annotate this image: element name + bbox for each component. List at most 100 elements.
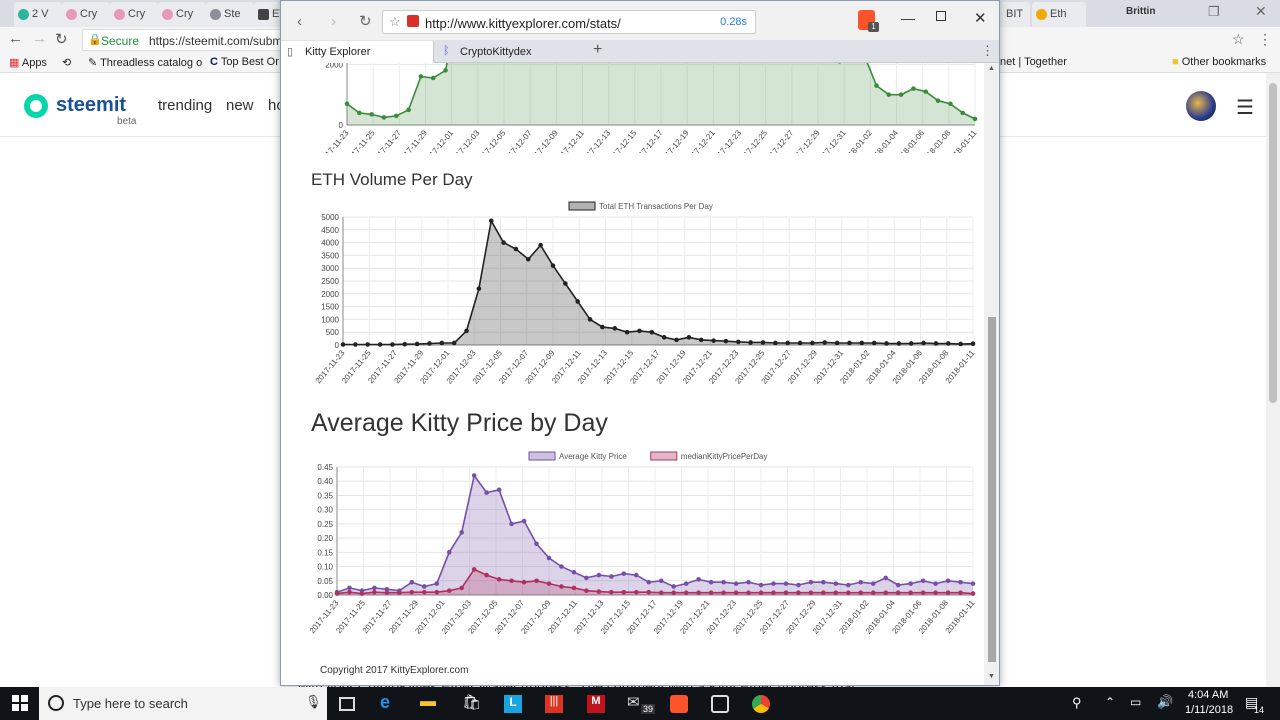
- data-point: [833, 581, 839, 586]
- data-point: [945, 590, 951, 596]
- tab-kitty-explorer[interactable]: ▯ Kitty Explorer: [281, 41, 434, 63]
- microphone-icon[interactable]: 🎙: [305, 694, 322, 709]
- restore-icon[interactable]: ❐: [1208, 4, 1220, 19]
- browser-tab[interactable]: Ste: [206, 2, 254, 27]
- legend-swatch: [568, 201, 596, 211]
- app-red-icon[interactable]: |||: [545, 695, 563, 713]
- x-tick-label: 2018-01-08: [919, 128, 953, 153]
- task-view-icon[interactable]: [339, 697, 355, 711]
- minimize-icon[interactable]: —: [901, 10, 915, 26]
- browser-tab[interactable]: Cry: [62, 2, 110, 27]
- popup-address-bar[interactable]: ☆ http://www.kittyexplorer.com/stats/ 0.…: [382, 10, 756, 34]
- scrollbar-thumb[interactable]: [1269, 83, 1277, 403]
- new-tab-icon[interactable]: +: [593, 41, 603, 58]
- data-point: [760, 340, 766, 345]
- browser-tab[interactable]: Cry: [110, 2, 158, 27]
- app-l-icon[interactable]: L: [504, 695, 522, 713]
- mcafee-icon[interactable]: M: [587, 695, 605, 713]
- hamburger-menu-icon[interactable]: ☰: [1236, 97, 1254, 119]
- taskbar-search[interactable]: Type here to search 🎙: [39, 687, 327, 720]
- data-point: [633, 589, 639, 595]
- page-content: 02000400060002017-11-232017-11-252017-11…: [281, 63, 986, 685]
- eth-volume-title: ETH Volume Per Day: [311, 170, 473, 189]
- brave-icon[interactable]: [670, 695, 688, 713]
- browser-tab[interactable]: 2 V: [14, 2, 62, 27]
- browser-tab[interactable]: ET: [254, 2, 280, 27]
- data-point: [773, 340, 778, 346]
- address-bar[interactable]: 🔒 Secure https://steemit.com/subm: [82, 29, 282, 51]
- nav-new[interactable]: new: [226, 97, 254, 114]
- edge-icon[interactable]: e: [380, 692, 391, 712]
- steemit-logo-text[interactable]: steemit: [56, 94, 127, 116]
- back-arrow-icon[interactable]: ‹: [297, 13, 302, 30]
- avatar[interactable]: [1186, 91, 1216, 121]
- windows-start-icon[interactable]: [12, 695, 28, 711]
- data-point: [418, 74, 424, 79]
- people-icon[interactable]: ⚲: [1072, 695, 1082, 710]
- data-point: [870, 581, 876, 586]
- mail-icon[interactable]: ✉: [627, 694, 640, 711]
- bookmark-threadless[interactable]: ✎ Threadless catalog o: [88, 57, 203, 69]
- data-point: [459, 585, 465, 591]
- y-tick-label: 0.30: [317, 506, 333, 515]
- chrome-icon[interactable]: [752, 695, 770, 713]
- history-icon[interactable]: ⟲: [62, 57, 72, 69]
- clock-time[interactable]: 4:04 AM: [1188, 689, 1229, 701]
- scrollbar-thumb[interactable]: [988, 317, 996, 662]
- apps-grid-icon: ▦: [9, 57, 20, 69]
- data-point: [384, 587, 390, 592]
- data-point: [933, 581, 938, 586]
- chevron-up-icon[interactable]: ⌃: [1105, 695, 1116, 709]
- photos-icon[interactable]: [711, 695, 729, 713]
- forward-arrow-icon[interactable]: →: [32, 30, 47, 47]
- volume-icon[interactable]: 🔊: [1157, 694, 1174, 709]
- x-tick-label: 2017-12-31: [815, 128, 849, 153]
- bookmark-star-icon[interactable]: ☆: [1232, 31, 1245, 47]
- bookmark-top-best[interactable]: C Top Best Or: [210, 56, 279, 68]
- data-point: [858, 590, 864, 596]
- bookmark-together[interactable]: net | Together: [1000, 56, 1067, 68]
- data-point: [896, 341, 902, 346]
- close-icon[interactable]: ✕: [1255, 3, 1267, 19]
- bookmark-star-icon[interactable]: ☆: [389, 14, 401, 29]
- file-explorer-icon[interactable]: ▬: [420, 693, 436, 710]
- reload-icon[interactable]: ↻: [55, 31, 68, 48]
- close-icon[interactable]: ✕: [974, 10, 987, 27]
- scroll-down-icon[interactable]: ▼: [988, 673, 995, 680]
- x-tick-label: 2018-01-04: [867, 128, 901, 153]
- chart-eth-volume: 0 500 1000 1500 2000 2500 3000 3500 4000 4500 5000…: [314, 201, 977, 386]
- browser-tab[interactable]: Eth: [1032, 2, 1086, 27]
- browser-tab[interactable]: BIT: [1000, 2, 1030, 27]
- data-point: [796, 590, 801, 596]
- bookmark-apps[interactable]: ▦ Apps: [9, 57, 47, 69]
- tab-menu-icon[interactable]: ⋮: [981, 43, 994, 58]
- bookmark-other[interactable]: ■ Other bookmarks: [1172, 56, 1267, 68]
- tab-favicon-icon: [210, 9, 221, 20]
- background-scrollbar[interactable]: [1266, 73, 1280, 687]
- data-point: [923, 89, 929, 94]
- menu-kebab-icon[interactable]: ⋮: [1258, 31, 1272, 47]
- lock-icon: 🔒: [88, 34, 102, 46]
- data-point: [958, 341, 963, 347]
- browser-tab[interactable]: Cry: [158, 2, 206, 27]
- clock-date[interactable]: 1/11/2018: [1185, 704, 1234, 716]
- forward-arrow-icon[interactable]: ›: [331, 13, 336, 30]
- network-icon[interactable]: ▭: [1130, 695, 1142, 709]
- nav-trending[interactable]: trending: [158, 97, 213, 114]
- data-point: [471, 473, 477, 478]
- popup-tab-strip: ▯ Kitty Explorer ᛔ CryptoKittydex + ⋮: [281, 40, 999, 63]
- tab-cryptokittydex[interactable]: ᛔ CryptoKittydex: [443, 45, 532, 58]
- back-arrow-icon[interactable]: ←: [8, 30, 23, 47]
- scroll-up-icon[interactable]: ▲: [988, 65, 995, 72]
- data-point: [911, 86, 916, 91]
- data-point: [559, 584, 564, 589]
- data-point: [845, 590, 851, 596]
- popup-scrollbar[interactable]: ▲ ▼: [984, 63, 999, 685]
- data-point: [446, 588, 452, 594]
- profile-name[interactable]: Brittin: [1126, 6, 1156, 17]
- store-icon[interactable]: 🛍: [462, 694, 482, 711]
- reload-icon[interactable]: ↻: [359, 13, 372, 30]
- data-point: [858, 579, 864, 585]
- maximize-icon[interactable]: [936, 11, 946, 21]
- notification-icon[interactable]: ▤: [1245, 694, 1259, 710]
